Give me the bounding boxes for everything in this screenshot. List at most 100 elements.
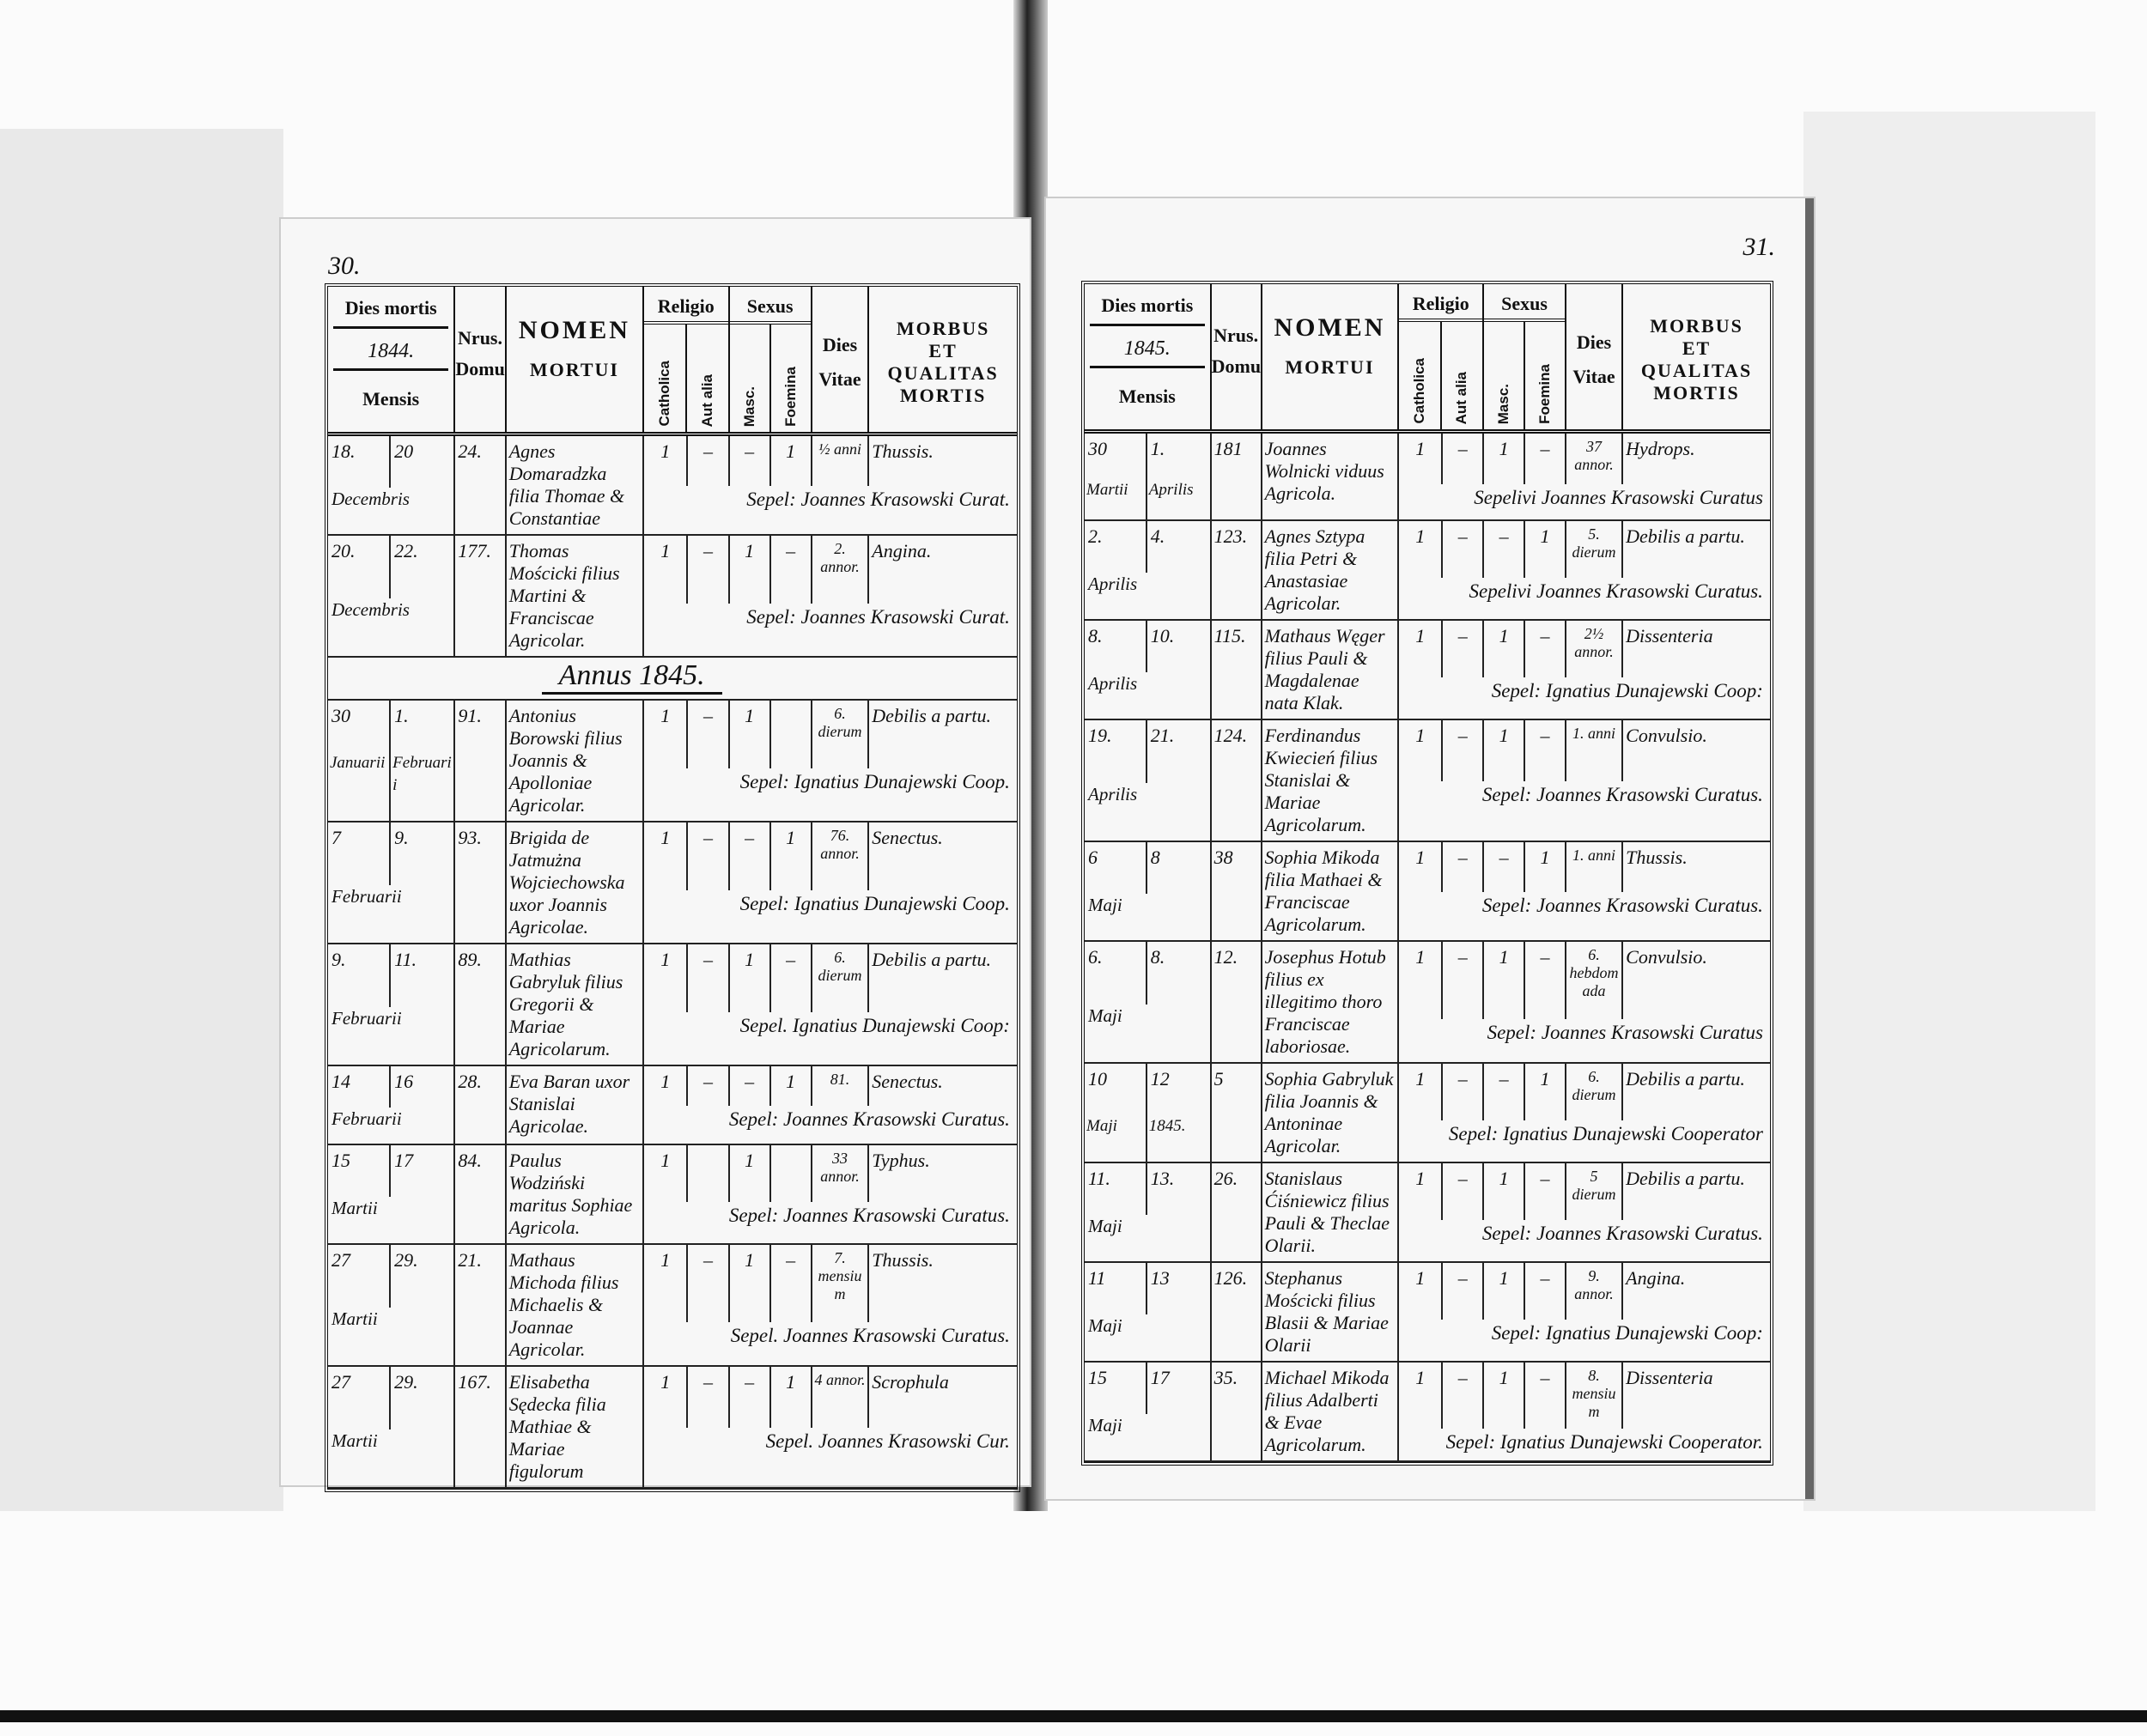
burial-note: Sepel: Ignatius Dunajewski Coop:: [1491, 680, 1763, 701]
age-at-death: 5. dierum: [1566, 521, 1624, 578]
domus-label: Domus: [1211, 355, 1262, 377]
aut_alia-subheader: Aut alia: [687, 325, 728, 432]
page-right: 31.: [1046, 198, 1814, 1499]
domus-label: Domus: [455, 358, 505, 379]
morbus-label-line: MORTIS: [1653, 382, 1740, 404]
masc-mark: –: [1484, 842, 1526, 892]
catholica-mark: 1: [1399, 842, 1444, 892]
deceased-name: Sophia Gabryluk filia Joannis & Antonina…: [1262, 1064, 1400, 1162]
scan-background-left: [0, 129, 283, 1511]
morbus-header: MORBUS ET QUALITAS MORTIS: [1623, 284, 1770, 429]
masc-subheader: Masc.: [1484, 322, 1526, 429]
register-entry-row: 10 12 Maji 1845. 5 Sophia Gabryluk filia Joan…: [1085, 1064, 1770, 1163]
sexus-subcolumns: Masc. Foemina: [1484, 322, 1565, 429]
foemina-label: Foemina: [782, 367, 799, 427]
year-heading: Annus 1845.: [541, 659, 722, 695]
masc-mark: 1: [730, 1145, 771, 1202]
death-month: Februarii: [331, 1007, 402, 1029]
house-number: 123.: [1212, 521, 1262, 619]
aut-alia-mark: –: [688, 944, 730, 1012]
deceased-name: Mathias Gabryluk filius Gregorii & Maria…: [507, 944, 645, 1065]
cause-of-death: Dissenteria: [1626, 625, 1713, 646]
catholica-mark: 1: [1399, 1363, 1444, 1429]
year-label: 1845.: [1090, 331, 1205, 368]
date-cell: 27 29. Martii: [328, 1245, 456, 1365]
dies-mortis-header: Dies mortis 1844. Mensis: [328, 287, 456, 432]
cause-of-death: Debilis a partu.: [1626, 525, 1745, 547]
register-entry-row: 20. 22. Decembris 177. Thomas Mościcki filiu…: [328, 536, 1017, 658]
morbus-label-line: ET: [928, 340, 958, 361]
house-number: 21.: [455, 1245, 507, 1365]
age-at-death: 9. annor.: [1566, 1263, 1624, 1320]
catholica-mark: 1: [1399, 434, 1444, 484]
age-at-death: 5 dierum: [1566, 1163, 1624, 1220]
deceased-name: Brigida de Jatmużna Wojciechowska uxor J…: [507, 822, 645, 943]
masc-mark: 1: [730, 1245, 771, 1322]
religio-header: Religio Catholica Aut alia: [1399, 284, 1485, 429]
death-day: 14: [328, 1066, 392, 1108]
death-month: Maji: [1088, 1314, 1122, 1336]
page-number: 30.: [328, 252, 361, 280]
house-number: 12.: [1212, 942, 1262, 1062]
foemina-mark: –: [1525, 942, 1566, 1019]
cause-of-death: Scrophula: [872, 1371, 949, 1393]
house-number: 35.: [1212, 1363, 1262, 1460]
deceased-name: Paulus Wodziński maritus Sophiae Agricol…: [507, 1145, 645, 1243]
cause-of-death: Senectus.: [872, 827, 943, 848]
cause-of-death: Debilis a partu.: [872, 949, 992, 970]
nomen-mortui-header: NOMEN MORTUI: [507, 287, 645, 432]
mensis-label: Mensis: [362, 388, 420, 410]
nrus-label: Nrus.: [1213, 325, 1259, 346]
morbus-header: MORBUS ET QUALITAS MORTIS: [869, 287, 1017, 432]
date-cell: 20. 22. Decembris: [328, 536, 456, 656]
date-cell: 11 13 Maji: [1085, 1263, 1212, 1361]
age-at-death: 76. annor.: [812, 822, 870, 890]
deceased-name: Thomas Mościcki filius Martini & Francis…: [507, 536, 645, 656]
burial-day: 11.: [394, 949, 417, 970]
burial-note: Sepel: Joannes Krasowski Curat.: [746, 489, 1010, 510]
death-day: 2.: [1085, 521, 1147, 573]
dies-mortis-label: Dies mortis: [1090, 284, 1205, 326]
scan-background-right: [1803, 112, 2095, 1511]
aut_alia-label: Aut alia: [1453, 371, 1470, 424]
foemina-mark: –: [1525, 1163, 1566, 1220]
register-entry-row: 18. 20 Decembris 24. Agnes Domaradzka filia …: [328, 436, 1017, 536]
sexus-header: Sexus Masc. Foemina: [729, 287, 812, 432]
register-entry-row: 15 17 Maji 35. Michael Mikoda filius Adalber…: [1085, 1363, 1770, 1462]
masc-subheader: Masc.: [730, 325, 771, 432]
deceased-name: Josephus Hotub filius ex illegitimo thor…: [1262, 942, 1400, 1062]
vitae-label: Vitae: [818, 368, 861, 390]
burial-note: Sepel: Joannes Krasowski Curatus.: [1481, 895, 1763, 916]
death-day: 6.: [1085, 942, 1147, 1005]
religio-label: Religio: [1399, 284, 1483, 322]
catholica-mark: 1: [644, 701, 689, 768]
masc-label: Masc.: [1495, 383, 1512, 424]
foemina-mark: 1: [1525, 842, 1566, 892]
aut-alia-mark: –: [1443, 621, 1485, 677]
burial-note: Sepel. Joannes Krasowski Cur.: [765, 1430, 1010, 1452]
catholica-mark: 1: [1399, 1163, 1444, 1220]
foemina-mark: 1: [771, 822, 812, 890]
death-month: Aprilis: [1088, 672, 1138, 694]
deceased-name: Elisabetha Sędecka filia Mathiae & Maria…: [507, 1367, 645, 1487]
religio-header: Religio Catholica Aut alia: [644, 287, 730, 432]
catholica-label: Catholica: [1410, 358, 1427, 424]
foemina-subheader: Foemina: [771, 325, 811, 432]
deceased-name: Sophia Mikoda filia Mathaei & Franciscae…: [1262, 842, 1400, 940]
catholica-mark: 1: [1399, 1064, 1444, 1120]
foemina-mark: –: [1525, 720, 1566, 781]
masc-mark: –: [730, 436, 771, 486]
register-entry-row: 30 1. Martii Aprilis 181 Joannes Wolnicki vid…: [1085, 434, 1770, 521]
burial-note: Sepel. Joannes Krasowski Curatus.: [730, 1324, 1010, 1346]
burial-note: Sepel: Ignatius Dunajewski Cooperator: [1448, 1123, 1763, 1144]
death-month: Maji: [1088, 1005, 1122, 1026]
register-entry-row: 19. 21. Aprilis 124. Ferdinandus Kwiecień fi…: [1085, 720, 1770, 842]
deceased-name: Agnes Domaradzka filia Thomae & Constant…: [507, 436, 645, 534]
masc-mark: 1: [1484, 1363, 1526, 1429]
death-month: Decembris: [331, 598, 410, 620]
aut-alia-mark: [688, 1145, 730, 1202]
house-number: 28.: [455, 1066, 507, 1144]
date-cell: 15 17 Maji: [1085, 1363, 1212, 1460]
sexus-subcolumns: Masc. Foemina: [730, 325, 811, 432]
register-entry-row: 27 29. Martii 167. Elisabetha Sędecka filia …: [328, 1367, 1017, 1489]
